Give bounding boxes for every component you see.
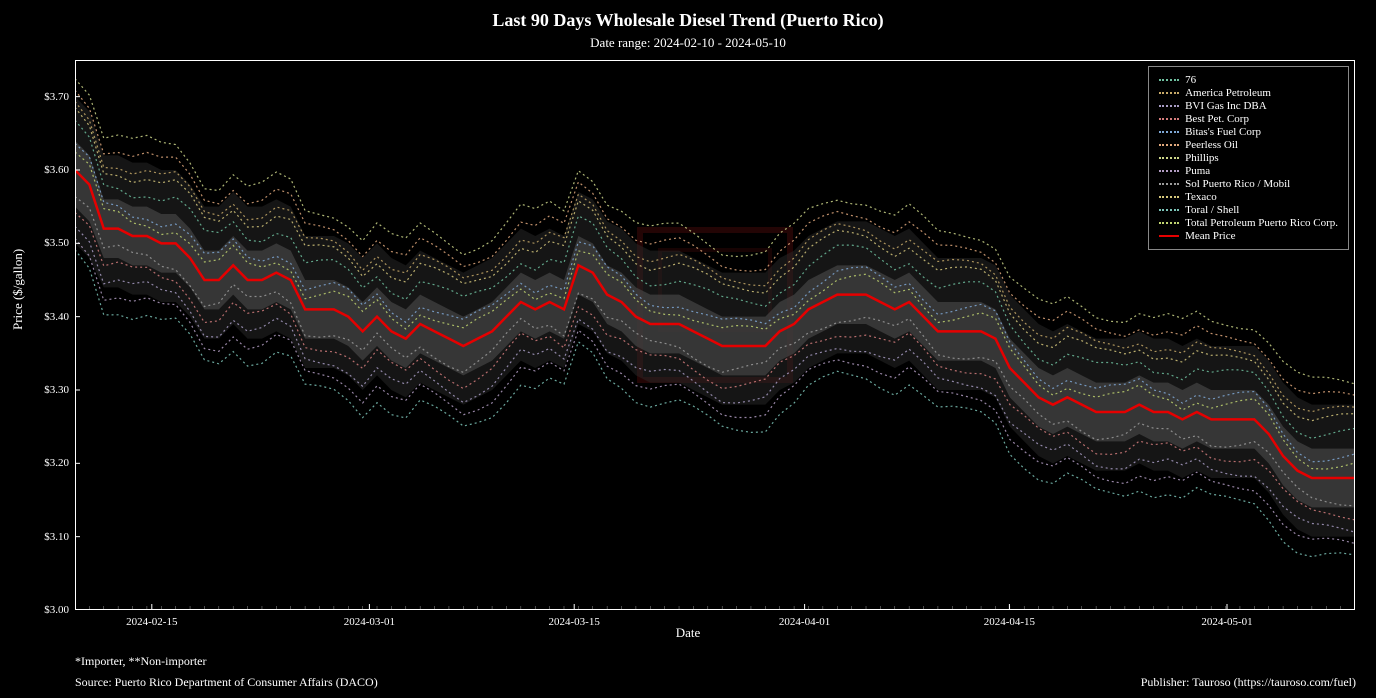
legend-label: America Petroleum (1185, 87, 1271, 99)
legend-swatch (1159, 105, 1179, 107)
legend-label: Toral / Shell (1185, 204, 1239, 216)
footer-note: *Importer, **Non-importer (75, 654, 1356, 669)
legend-label: Texaco (1185, 191, 1217, 203)
legend-swatch (1159, 79, 1179, 81)
legend-label: Sol Puerto Rico / Mobil (1185, 178, 1290, 190)
legend-label: BVI Gas Inc DBA (1185, 100, 1267, 112)
x-tick-label: 2024-03-15 (549, 616, 600, 628)
legend-label: 76 (1185, 74, 1196, 86)
y-tick-label: $3.60 (44, 164, 69, 176)
x-tick-label: 2024-02-15 (126, 616, 177, 628)
legend-item: Total Petroleum Puerto Rico Corp. (1159, 217, 1338, 229)
legend-swatch (1159, 183, 1179, 185)
legend-swatch (1159, 92, 1179, 94)
legend-item: Peerless Oil (1159, 139, 1338, 151)
legend-swatch (1159, 196, 1179, 198)
legend-label: Peerless Oil (1185, 139, 1238, 151)
x-tick-label: 2024-04-01 (779, 616, 830, 628)
x-tick-label: 2024-04-15 (984, 616, 1035, 628)
legend: 76America PetroleumBVI Gas Inc DBABest P… (1148, 66, 1349, 250)
legend-swatch (1159, 118, 1179, 120)
legend-swatch (1159, 131, 1179, 133)
chart-title: Last 90 Days Wholesale Diesel Trend (Pue… (0, 0, 1376, 31)
y-tick-label: $3.40 (44, 311, 69, 323)
y-tick-label: $3.10 (44, 531, 69, 543)
legend-item: America Petroleum (1159, 87, 1338, 99)
legend-label: Phillips (1185, 152, 1219, 164)
legend-label: Puma (1185, 165, 1210, 177)
legend-swatch (1159, 157, 1179, 159)
y-tick-label: $3.00 (44, 604, 69, 616)
legend-label: Total Petroleum Puerto Rico Corp. (1185, 217, 1338, 229)
legend-swatch (1159, 235, 1179, 237)
legend-item: Sol Puerto Rico / Mobil (1159, 178, 1338, 190)
legend-label: Best Pet. Corp (1185, 113, 1249, 125)
legend-item: Puma (1159, 165, 1338, 177)
y-tick-label: $3.20 (44, 457, 69, 469)
y-tick-label: $3.50 (44, 237, 69, 249)
legend-label: Mean Price (1185, 230, 1235, 242)
legend-item: Mean Price (1159, 230, 1338, 242)
y-axis-label: Price ($/gallon) (10, 249, 26, 330)
x-tick-label: 2024-03-01 (344, 616, 395, 628)
chart-area: 76America PetroleumBVI Gas Inc DBABest P… (75, 60, 1355, 610)
legend-item: Phillips (1159, 152, 1338, 164)
footer-publisher: Publisher: Tauroso (https://tauroso.com/… (1141, 675, 1356, 690)
legend-label: Bitas's Fuel Corp (1185, 126, 1261, 138)
chart-subtitle: Date range: 2024-02-10 - 2024-05-10 (0, 31, 1376, 51)
legend-item: Texaco (1159, 191, 1338, 203)
y-tick-label: $3.30 (44, 384, 69, 396)
legend-item: Toral / Shell (1159, 204, 1338, 216)
legend-item: Best Pet. Corp (1159, 113, 1338, 125)
x-tick-label: 2024-05-01 (1201, 616, 1252, 628)
legend-swatch (1159, 222, 1179, 224)
legend-item: BVI Gas Inc DBA (1159, 100, 1338, 112)
legend-swatch (1159, 144, 1179, 146)
footer: *Importer, **Non-importer Source: Puerto… (75, 654, 1356, 690)
footer-source: Source: Puerto Rico Department of Consum… (75, 675, 378, 690)
legend-swatch (1159, 170, 1179, 172)
y-tick-label: $3.70 (44, 91, 69, 103)
legend-item: Bitas's Fuel Corp (1159, 126, 1338, 138)
x-axis-label: Date (676, 625, 701, 641)
legend-item: 76 (1159, 74, 1338, 86)
legend-swatch (1159, 209, 1179, 211)
